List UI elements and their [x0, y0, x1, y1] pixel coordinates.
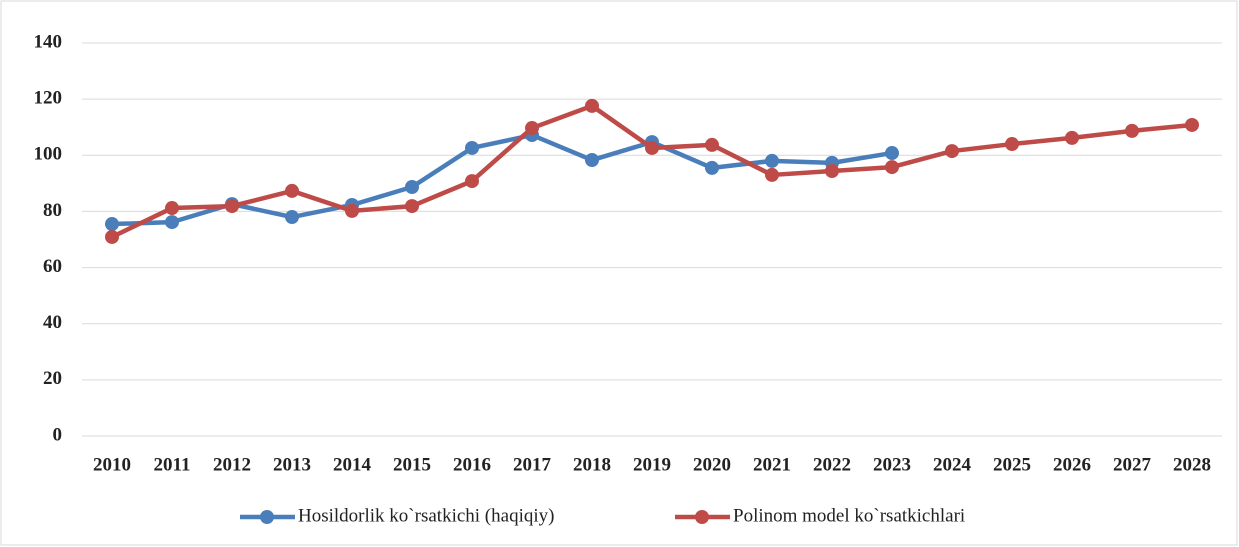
- x-tick-label: 2013: [273, 454, 311, 475]
- data-point: [165, 215, 179, 230]
- x-tick-label: 2017: [513, 454, 552, 475]
- data-point: [105, 217, 119, 232]
- x-tick-label: 2010: [93, 454, 131, 475]
- data-point: [465, 174, 479, 189]
- data-point: [1125, 123, 1139, 138]
- x-tick-label: 2011: [154, 454, 191, 475]
- data-point: [885, 160, 899, 175]
- x-tick-label: 2027: [1113, 454, 1152, 475]
- data-point: [525, 121, 539, 136]
- data-point: [885, 146, 899, 161]
- x-tick-label: 2026: [1053, 454, 1091, 475]
- legend-label: Hosildorlik ko`rsatkichi (haqiqiy): [298, 505, 554, 526]
- x-tick-label: 2018: [573, 454, 611, 475]
- y-tick-label: 140: [34, 31, 63, 52]
- data-point: [1065, 130, 1079, 145]
- y-tick-label: 0: [53, 424, 63, 445]
- data-point: [585, 98, 599, 113]
- legend-label: Polinom model ko`rsatkichlari: [733, 505, 965, 526]
- x-tick-label: 2028: [1173, 454, 1211, 475]
- data-point: [825, 164, 839, 179]
- data-point: [465, 140, 479, 155]
- data-point: [165, 201, 179, 216]
- data-point: [765, 167, 779, 182]
- data-point: [1185, 117, 1199, 132]
- x-tick-label: 2022: [813, 454, 851, 475]
- y-tick-label: 40: [43, 312, 62, 333]
- series-line: [111, 132, 893, 227]
- data-point: [285, 183, 299, 198]
- x-tick-label: 2021: [753, 454, 791, 475]
- legend-marker: [695, 510, 709, 524]
- y-tick-label: 120: [34, 88, 63, 109]
- legend-marker: [260, 510, 274, 524]
- y-tick-label: 80: [43, 200, 62, 221]
- y-tick-label: 20: [43, 368, 62, 389]
- data-point: [225, 199, 239, 214]
- data-point: [1005, 137, 1019, 152]
- x-tick-label: 2024: [933, 454, 972, 475]
- data-point: [645, 140, 659, 155]
- y-tick-label: 60: [43, 256, 62, 277]
- data-point: [945, 144, 959, 159]
- data-point: [705, 160, 719, 175]
- data-point: [585, 153, 599, 168]
- data-point: [705, 137, 719, 152]
- data-point: [105, 229, 119, 244]
- x-tick-label: 2023: [873, 454, 911, 475]
- x-tick-label: 2025: [993, 454, 1031, 475]
- x-tick-label: 2014: [333, 454, 372, 475]
- x-tick-label: 2012: [213, 454, 251, 475]
- x-tick-label: 2020: [693, 454, 731, 475]
- x-tick-label: 2015: [393, 454, 431, 475]
- data-point: [405, 199, 419, 214]
- x-tick-label: 2019: [633, 454, 671, 475]
- y-tick-label: 100: [34, 144, 63, 165]
- x-tick-label: 2016: [453, 454, 491, 475]
- data-point: [765, 153, 779, 168]
- data-point: [405, 180, 419, 195]
- data-point: [345, 203, 359, 218]
- data-point: [285, 210, 299, 225]
